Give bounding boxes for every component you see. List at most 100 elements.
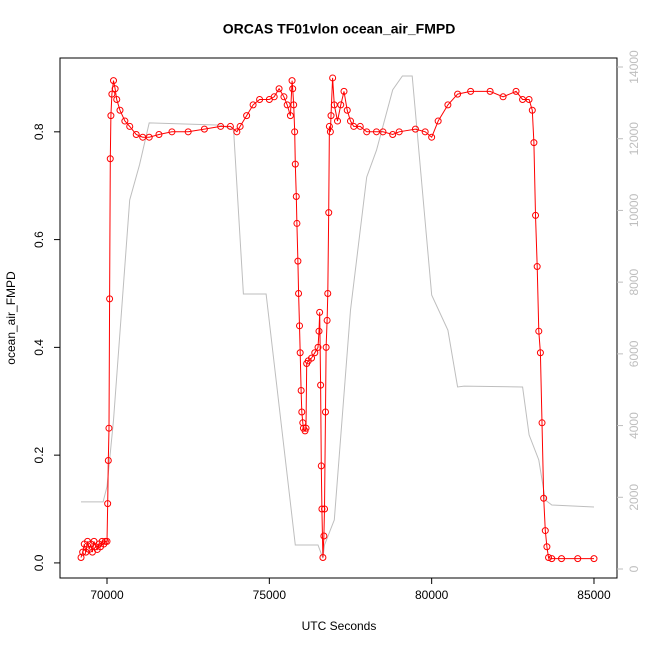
data-point bbox=[256, 95, 264, 103]
y2-tick-label: 4000 bbox=[627, 412, 641, 439]
data-point bbox=[322, 343, 330, 351]
data-point bbox=[486, 87, 494, 95]
data-point bbox=[299, 419, 307, 427]
data-point bbox=[590, 555, 598, 563]
data-point bbox=[79, 548, 87, 556]
data-point bbox=[298, 408, 306, 416]
data-point bbox=[270, 93, 278, 101]
data-point bbox=[302, 424, 310, 432]
data-point bbox=[217, 122, 225, 130]
chart-title: ORCAS TF01vlon ocean_air_FMPD bbox=[223, 21, 456, 37]
data-point bbox=[574, 555, 582, 563]
data-point bbox=[184, 128, 192, 136]
data-point bbox=[106, 155, 114, 163]
x-tick-label: 70000 bbox=[90, 588, 124, 602]
data-point bbox=[296, 322, 304, 330]
data-point bbox=[289, 85, 297, 93]
data-point bbox=[108, 90, 116, 98]
data-point bbox=[275, 85, 283, 93]
series-line bbox=[81, 75, 595, 559]
data-point bbox=[532, 211, 540, 219]
data-point bbox=[126, 122, 134, 130]
y-tick-label: 0.2 bbox=[32, 446, 46, 463]
data-point bbox=[543, 543, 551, 551]
y2-tick-label: 6000 bbox=[627, 340, 641, 367]
data-point bbox=[297, 386, 305, 394]
data-point bbox=[317, 381, 325, 389]
data-point bbox=[316, 308, 324, 316]
data-point bbox=[326, 128, 334, 136]
data-point bbox=[346, 117, 354, 125]
data-point bbox=[319, 554, 327, 562]
data-point bbox=[538, 419, 546, 427]
x-axis-label: UTC Seconds bbox=[302, 619, 377, 633]
data-point bbox=[200, 125, 208, 133]
data-point bbox=[528, 106, 536, 114]
plot-frame bbox=[59, 57, 618, 579]
data-point bbox=[318, 505, 326, 513]
data-point bbox=[116, 106, 124, 114]
x-tick-label: 75000 bbox=[253, 588, 287, 602]
y-tick-label: 0.0 bbox=[32, 554, 46, 571]
data-point bbox=[113, 95, 121, 103]
data-point bbox=[540, 494, 548, 502]
data-point bbox=[291, 160, 299, 168]
data-point bbox=[356, 122, 364, 130]
data-point bbox=[379, 128, 387, 136]
data-point bbox=[290, 101, 298, 109]
y-tick-label: 0.8 bbox=[32, 123, 46, 140]
data-point bbox=[105, 424, 113, 432]
data-point bbox=[291, 128, 299, 136]
data-point bbox=[334, 117, 342, 125]
data-point bbox=[104, 500, 112, 508]
data-point bbox=[295, 289, 303, 297]
data-point bbox=[389, 131, 397, 139]
data-point bbox=[428, 133, 436, 141]
y2-tick-label: 10000 bbox=[627, 193, 641, 227]
y2-tick-label: 8000 bbox=[627, 268, 641, 295]
data-point bbox=[545, 554, 553, 562]
data-point bbox=[454, 90, 462, 98]
data-point bbox=[280, 93, 288, 101]
data-point bbox=[106, 295, 114, 303]
data-point bbox=[294, 257, 302, 265]
x-tick-label: 85000 bbox=[577, 588, 611, 602]
data-point bbox=[132, 131, 140, 139]
data-point bbox=[145, 133, 153, 141]
data-point bbox=[107, 112, 115, 120]
data-point bbox=[325, 209, 333, 217]
data-point bbox=[434, 117, 442, 125]
data-point bbox=[168, 128, 176, 136]
data-point bbox=[308, 354, 316, 362]
data-point bbox=[329, 74, 337, 82]
data-point bbox=[311, 349, 319, 357]
data-point bbox=[533, 263, 541, 271]
data-point bbox=[363, 128, 371, 136]
data-point bbox=[233, 128, 241, 136]
data-point bbox=[324, 289, 332, 297]
data-point bbox=[512, 87, 520, 95]
data-point bbox=[535, 327, 543, 335]
data-point bbox=[320, 532, 328, 540]
data-point bbox=[467, 87, 475, 95]
x-tick-label: 80000 bbox=[415, 588, 449, 602]
data-point bbox=[337, 101, 345, 109]
y2-tick-label: 12000 bbox=[627, 122, 641, 156]
y-tick-label: 0.6 bbox=[32, 231, 46, 248]
data-point bbox=[548, 555, 556, 563]
data-point bbox=[321, 505, 329, 513]
data-point bbox=[421, 128, 429, 136]
data-point bbox=[343, 106, 351, 114]
data-point bbox=[541, 527, 549, 535]
y-axis-label: ocean_air_FMPD bbox=[4, 271, 18, 365]
data-point bbox=[110, 77, 118, 85]
data-point bbox=[296, 349, 304, 357]
data-point bbox=[155, 131, 163, 139]
data-point bbox=[411, 125, 419, 133]
data-point bbox=[249, 101, 257, 109]
data-point bbox=[321, 408, 329, 416]
data-point bbox=[286, 112, 294, 120]
data-point bbox=[121, 117, 129, 125]
data-point bbox=[104, 457, 112, 465]
